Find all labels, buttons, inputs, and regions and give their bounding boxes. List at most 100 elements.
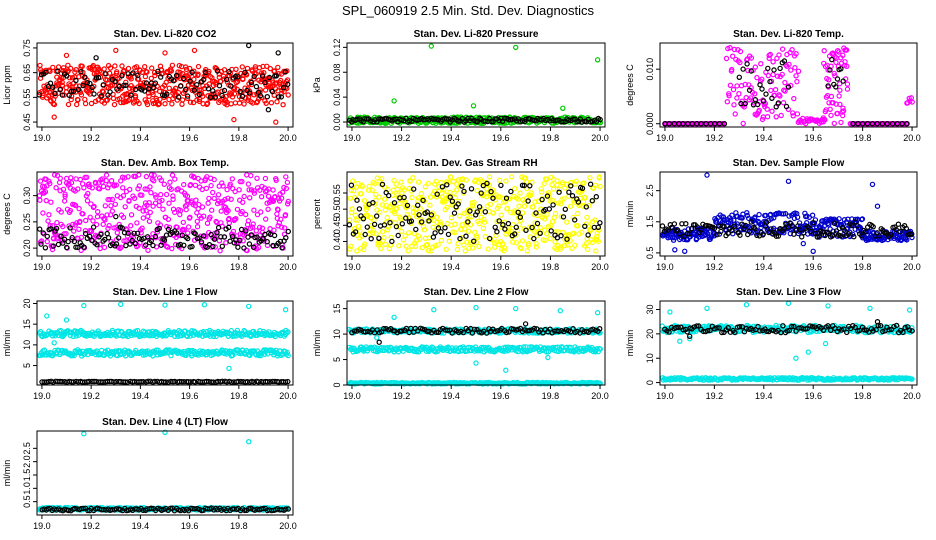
data-point [398, 117, 405, 123]
data-point [150, 84, 157, 91]
x-tick-label: 19.6 [804, 262, 822, 272]
data-point [41, 231, 47, 237]
data-point [732, 111, 738, 117]
data-point [791, 95, 797, 102]
data-point [446, 238, 452, 244]
data-point [597, 116, 603, 123]
data-point [378, 245, 384, 252]
data-point [191, 47, 198, 54]
data-point [50, 84, 56, 90]
data-point [185, 224, 192, 230]
data-point [245, 42, 252, 49]
data-point [94, 233, 100, 240]
data-point [594, 310, 601, 316]
data-point [120, 192, 127, 199]
data-point [275, 64, 281, 71]
data-point [456, 213, 463, 219]
data-point [909, 99, 915, 105]
data-point [151, 178, 157, 184]
data-point [218, 208, 224, 214]
data-point [731, 102, 737, 108]
data-point [98, 93, 105, 99]
data-point [51, 101, 58, 108]
data-point [498, 182, 504, 189]
data-point [76, 205, 82, 212]
data-point [157, 96, 163, 103]
data-point [474, 119, 480, 125]
data-point [88, 228, 95, 234]
data-points [36, 301, 291, 385]
data-point [838, 66, 844, 72]
data-point [155, 68, 161, 75]
data-point [716, 120, 723, 127]
data-point [37, 62, 43, 69]
data-point [593, 193, 600, 200]
data-point [117, 245, 123, 252]
data-point [231, 91, 238, 97]
data-point [736, 74, 743, 81]
data-point [47, 80, 54, 86]
data-point [765, 65, 771, 72]
data-point [44, 313, 50, 319]
data-point [102, 203, 109, 209]
data-point [253, 83, 260, 90]
data-point [157, 191, 164, 198]
data-point [166, 200, 172, 206]
data-point [175, 94, 182, 100]
y-tick-label: 0.65 [22, 64, 32, 82]
y-axis-label: ml/min [625, 201, 635, 228]
data-point [364, 224, 370, 230]
data-point [285, 81, 291, 88]
x-tick-label: 20.0 [903, 133, 921, 143]
data-point [405, 248, 411, 254]
data-point [593, 248, 599, 254]
data-point [438, 229, 444, 235]
data-point [162, 302, 168, 308]
data-point [384, 214, 390, 221]
data-point [105, 235, 112, 241]
data-points [346, 43, 604, 127]
data-point [285, 228, 291, 235]
data-point [82, 230, 89, 237]
data-point [189, 69, 195, 76]
data-point [119, 185, 126, 191]
data-point [48, 199, 54, 205]
data-point [113, 47, 119, 54]
data-point [519, 238, 526, 244]
data-point [96, 186, 103, 192]
chart-title: Stan. Dev. Li-820 Pressure [414, 29, 539, 40]
x-tick-label: 19.8 [230, 133, 248, 143]
data-point [182, 86, 189, 93]
data-point [773, 104, 779, 110]
data-point [220, 183, 226, 189]
data-point [356, 206, 363, 212]
data-point [81, 302, 87, 309]
y-tick-label: 1.5 [645, 216, 655, 229]
data-point [69, 74, 76, 81]
data-point [62, 193, 68, 199]
data-point [541, 180, 547, 187]
data-point [201, 302, 208, 308]
plot-frame [659, 42, 918, 128]
data-point [65, 238, 71, 245]
data-point [239, 199, 246, 205]
data-point [186, 65, 193, 72]
data-point [428, 43, 434, 49]
data-point [205, 86, 212, 92]
data-point [121, 82, 127, 89]
data-point [130, 70, 136, 76]
data-point [497, 177, 503, 184]
data-point [210, 88, 216, 94]
data-point [200, 76, 207, 83]
data-point [785, 84, 792, 90]
data-point [597, 183, 603, 190]
data-point [228, 83, 234, 89]
data-point [264, 93, 270, 100]
x-tick-label: 19.8 [854, 133, 872, 143]
data-point [92, 180, 99, 186]
data-point [790, 110, 796, 116]
data-point [83, 174, 90, 180]
data-point [59, 92, 66, 98]
data-point [121, 67, 127, 74]
